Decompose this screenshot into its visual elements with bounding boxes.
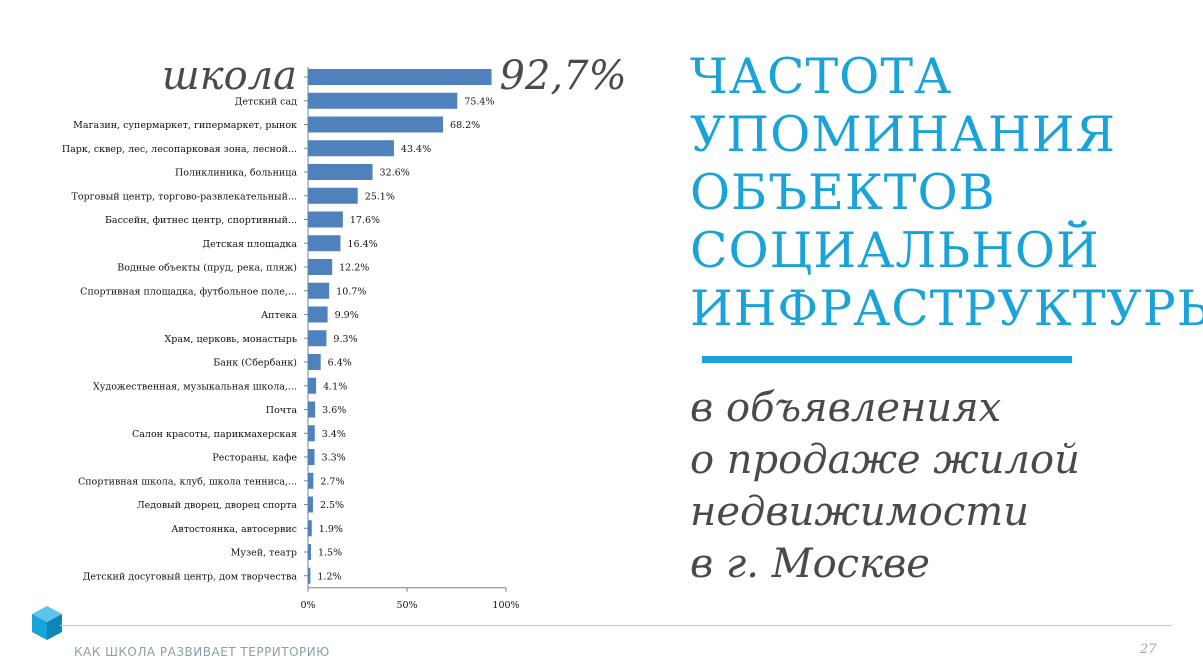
subtitle-line: о продаже жилой	[690, 437, 1080, 483]
data-label: 9.9%	[335, 310, 359, 321]
subtitle-line: недвижимости	[690, 489, 1029, 535]
slide-title: ЧАСТОТА УПОМИНАНИЯ ОБЪЕКТОВ СОЦИАЛЬНОЙ И…	[690, 48, 1203, 338]
category-label: Музей, театр	[231, 548, 297, 559]
category-label: Автостоянка, автосервис	[171, 524, 297, 535]
title-line: ИНФРАСТРУКТУРЫ	[690, 280, 1203, 337]
bar	[308, 282, 330, 299]
category-label: Детский сад	[235, 96, 298, 107]
data-label: 1.9%	[319, 524, 343, 535]
data-label: 4.1%	[323, 381, 347, 392]
bar	[308, 116, 444, 133]
bar	[308, 354, 321, 370]
bar	[308, 401, 316, 418]
title-line: УПОМИНАНИЯ	[690, 106, 1117, 163]
x-tick-label: 50%	[396, 600, 417, 611]
data-label: 3.3%	[322, 453, 346, 464]
bar	[308, 92, 458, 109]
category-label: Магазин, супермаркет, гипермаркет, рынок	[73, 120, 297, 131]
bar	[308, 544, 311, 560]
data-label: 1.5%	[318, 548, 342, 559]
bar	[308, 425, 315, 442]
footer-caption: КАК ШКОЛА РАЗВИВАЕТ ТЕРРИТОРИЮ	[74, 645, 330, 659]
category-label: Почта	[266, 405, 298, 416]
title-line: ЧАСТОТА	[690, 48, 953, 105]
slide-subtitle: в объявлениях о продаже жилой недвижимос…	[690, 382, 1200, 590]
cube-logo-icon	[32, 606, 62, 640]
category-label: Детская площадка	[202, 239, 297, 250]
bar	[308, 306, 328, 323]
category-label: Водные объекты (пруд, река, пляж)	[117, 263, 297, 274]
bar	[308, 567, 311, 584]
title-line: ОБЪЕКТОВ	[690, 164, 996, 221]
data-label: 9.3%	[333, 334, 357, 345]
bar	[308, 164, 373, 180]
category-label: Ледовый дворец, дворец спорта	[137, 500, 298, 511]
category-label: Аптека	[261, 310, 297, 321]
bar	[308, 472, 314, 489]
page-number: 27	[1140, 642, 1157, 657]
bar	[308, 187, 358, 204]
data-label: 68.2%	[450, 120, 480, 131]
data-label: 25.1%	[365, 191, 395, 202]
data-label: 92,7%	[500, 53, 627, 99]
bar-chart: школа 92,7% Детский сад 75.4% Магазин, супер…	[62, 53, 627, 611]
bar	[308, 235, 341, 252]
category-label: Храм, церковь, монастырь	[165, 334, 297, 345]
data-label: 2.5%	[320, 500, 344, 511]
category-label: Торговый центр, торгово-развлекательный.…	[72, 191, 297, 202]
subtitle-line: в объявлениях	[690, 385, 1002, 431]
category-label: Рестораны, кафе	[212, 453, 297, 464]
data-label: 3.6%	[322, 405, 346, 416]
bar	[308, 449, 315, 465]
category-label: Спортивная школа, клуб, школа тенниса,..…	[78, 476, 297, 487]
category-label: Поликлиника, больница	[175, 168, 297, 179]
category-label: Банк (Сбербанк)	[213, 358, 297, 369]
data-label: 75.4%	[464, 96, 494, 107]
data-label: 3.4%	[322, 429, 346, 440]
x-tick-label: 100%	[492, 600, 519, 611]
data-label: 1.2%	[317, 571, 341, 582]
category-label: Парк, сквер, лес, лесопарковая зона, лес…	[62, 144, 297, 155]
title-line: СОЦИАЛЬНОЙ	[690, 222, 1100, 279]
bar	[308, 69, 492, 85]
footer-divider	[60, 625, 1172, 626]
category-label: Художественная, музыкальная школа,...	[93, 381, 297, 392]
x-tick-label: 0%	[300, 600, 315, 611]
bar	[308, 140, 394, 157]
data-label: 6.4%	[328, 358, 352, 369]
data-label: 43.4%	[401, 144, 431, 155]
data-label: 12.2%	[339, 263, 369, 274]
bar	[308, 330, 327, 347]
category-label: Детский досуговый центр, дом творчества	[83, 571, 298, 582]
category-label: Салон красоты, парикмахерская	[132, 429, 297, 440]
bar	[308, 520, 312, 537]
data-label: 10.7%	[336, 286, 366, 297]
title-divider	[702, 356, 1072, 363]
category-label: Спортивная площадка, футбольное поле,...	[80, 286, 297, 297]
subtitle-line: в г. Москве	[690, 541, 930, 587]
data-label: 32.6%	[380, 168, 410, 179]
data-label: 16.4%	[347, 239, 377, 250]
bar	[308, 496, 313, 513]
bar	[308, 377, 317, 394]
data-label: 17.6%	[350, 215, 380, 226]
data-label: 2.7%	[320, 476, 344, 487]
bar	[308, 211, 343, 228]
bar	[308, 259, 333, 275]
category-label: Бассейн, фитнес центр, спортивный...	[105, 215, 297, 226]
category-label: школа	[162, 53, 297, 99]
